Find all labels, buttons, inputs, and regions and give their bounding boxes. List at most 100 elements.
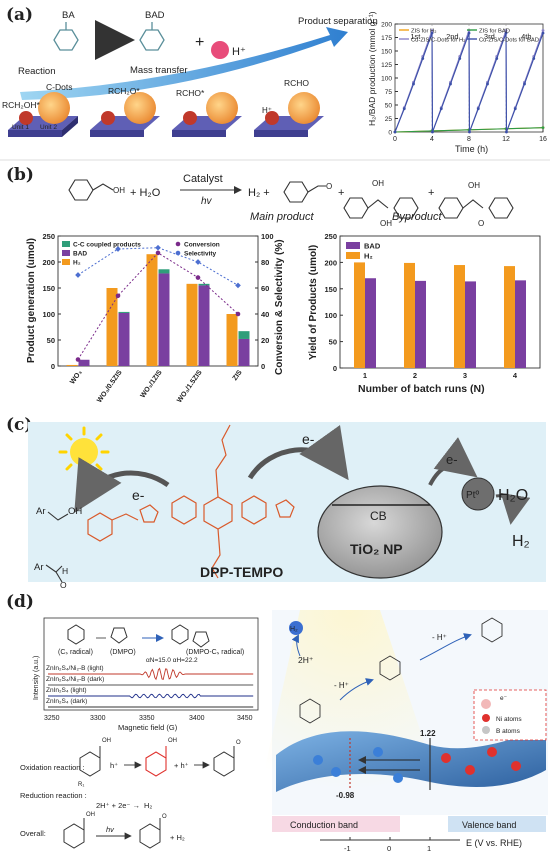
svg-text:O: O xyxy=(236,740,241,746)
series-point xyxy=(504,29,508,32)
dpp-tempo-structure xyxy=(87,424,295,579)
equation-hv: hv xyxy=(201,196,213,207)
category-label: WO₃/1.5ZIS xyxy=(176,369,204,404)
ytick-label: 200 xyxy=(42,258,55,267)
ytick-label: 75 xyxy=(385,89,393,96)
product-generation-chart-bars xyxy=(66,254,250,366)
epr-trace-label-2: ZnIn₂S₄/Ni₂-B (dark) xyxy=(46,676,104,683)
category-label: 2 xyxy=(413,371,417,380)
xtick-label: 16 xyxy=(539,136,547,143)
ytick-label: 150 xyxy=(42,284,55,293)
batch-runs-chart-bars xyxy=(354,262,526,368)
batch-runs-ylabel: Yield of Products (umol) xyxy=(308,245,319,360)
equation-plus3: + xyxy=(428,187,434,199)
legend-swatch xyxy=(62,250,70,256)
epr-trace-3 xyxy=(48,693,254,699)
reduction-product: H₂ xyxy=(144,801,152,810)
line-point xyxy=(235,282,241,289)
product-molecule xyxy=(139,22,165,51)
xtick-label: 12 xyxy=(502,136,510,143)
category-label: 3 xyxy=(463,371,467,380)
bad-bar xyxy=(238,338,250,366)
epr-xtick-2: 3300 xyxy=(90,715,106,722)
series-point xyxy=(431,130,434,134)
equation-h2: H₂ + xyxy=(248,187,270,199)
tio2-nanoparticle xyxy=(317,485,443,579)
production-chart-xlabel: Time (h) xyxy=(455,144,488,154)
line-series-1 xyxy=(77,247,239,286)
equation-water: + H₂O xyxy=(130,187,161,199)
electron-arrow-1 xyxy=(74,457,170,513)
oxidation-label: Oxidation reaction : xyxy=(20,763,85,772)
legend-label: H₂ xyxy=(73,260,81,267)
h2-bar xyxy=(146,254,158,366)
unit1-label: Unit 1 xyxy=(12,124,29,131)
ytick-label: 0 xyxy=(333,364,337,373)
series-point xyxy=(505,130,508,134)
sun-icon xyxy=(58,426,110,478)
ytick-label: 200 xyxy=(324,258,337,267)
svg-text:O: O xyxy=(326,182,332,191)
ytick-label: 0 xyxy=(388,130,392,137)
h2-bar xyxy=(504,266,515,368)
product-generation-chart-legend: C-C coupled products BAD H₂ Conversion Selec… xyxy=(62,241,220,267)
cc-bar xyxy=(158,269,170,274)
ytick-label: 50 xyxy=(329,338,337,347)
epr-xtick-4: 3400 xyxy=(189,715,205,722)
series-point xyxy=(393,130,397,134)
unit2-label: Unit 2 xyxy=(40,124,57,131)
line-point xyxy=(195,275,201,280)
line-point xyxy=(235,311,241,317)
oxidation-hplus-2: + h⁺ xyxy=(174,761,189,770)
panel-c-label: (c) xyxy=(6,415,32,435)
series-point xyxy=(430,29,434,32)
ytick-label: 175 xyxy=(381,35,392,42)
cb-value: -0.98 xyxy=(336,791,355,800)
h2-bar xyxy=(186,283,198,366)
ar-top-label: Ar xyxy=(36,506,46,517)
legend-swatch xyxy=(62,241,70,247)
rch2o-label: RCH₂O* xyxy=(108,86,140,96)
proton-label: H⁺ xyxy=(232,46,246,58)
legend-label: C-C coupled products xyxy=(73,242,141,249)
svg-text:OH: OH xyxy=(102,738,111,744)
line-point xyxy=(155,244,161,251)
series-line-3 xyxy=(394,32,544,133)
svg-text:OH: OH xyxy=(86,812,95,818)
cc-bar xyxy=(118,311,130,313)
benzaldehyde-structure xyxy=(283,181,326,203)
mass-transfer-label: Mass transfer xyxy=(130,65,188,76)
epr-plot: (Cₛ radical) (DMPO) (DMPO-Cₛ radical) αN… xyxy=(33,617,259,732)
line-point xyxy=(195,259,201,265)
product-label: BAD xyxy=(145,10,165,21)
category-label: ZIS xyxy=(232,369,244,382)
ytick-label: 100 xyxy=(324,311,337,320)
reactant-label: BA xyxy=(62,10,75,21)
legend-swatch xyxy=(346,242,360,249)
production-chart-legend: ZIS for H₂ ZIS for BAD Cu-ZIS/C-Dots for H… xyxy=(399,29,539,44)
ar-substrate-structures xyxy=(45,511,69,583)
scheme-hminus-1: - H⁺ xyxy=(334,681,349,690)
category-label: 1 xyxy=(363,371,367,380)
o-label: O xyxy=(60,580,67,590)
valence-band-label: Valence band xyxy=(462,820,516,830)
epr-ylabel: Intensity (a.u.) xyxy=(33,656,40,700)
svg-text:OH: OH xyxy=(168,738,177,744)
panel-a-schematic: BA BAD Product separation Reaction Mass … xyxy=(2,10,378,137)
conversion-selectivity-ylabel: Conversion & Selectivity (%) xyxy=(274,239,285,375)
series-point xyxy=(449,82,452,86)
main-product-label: Main product xyxy=(250,211,315,223)
benzyl-alcohol-structure xyxy=(68,179,114,201)
ytick-label: 125 xyxy=(381,62,392,69)
bad-bar xyxy=(198,285,210,366)
legend-label: H₂ xyxy=(364,252,373,261)
h2-bar xyxy=(66,364,78,366)
ytick-label: 25 xyxy=(385,116,393,123)
scheme-molecules xyxy=(299,617,503,724)
reaction-label: Reaction xyxy=(18,66,56,77)
epr-xtick-3: 3350 xyxy=(139,715,155,722)
ytick-label: 150 xyxy=(324,285,337,294)
svg-text:O: O xyxy=(478,219,484,228)
overall-hv: hv xyxy=(106,825,115,834)
y2tick-label: 20 xyxy=(261,336,269,345)
